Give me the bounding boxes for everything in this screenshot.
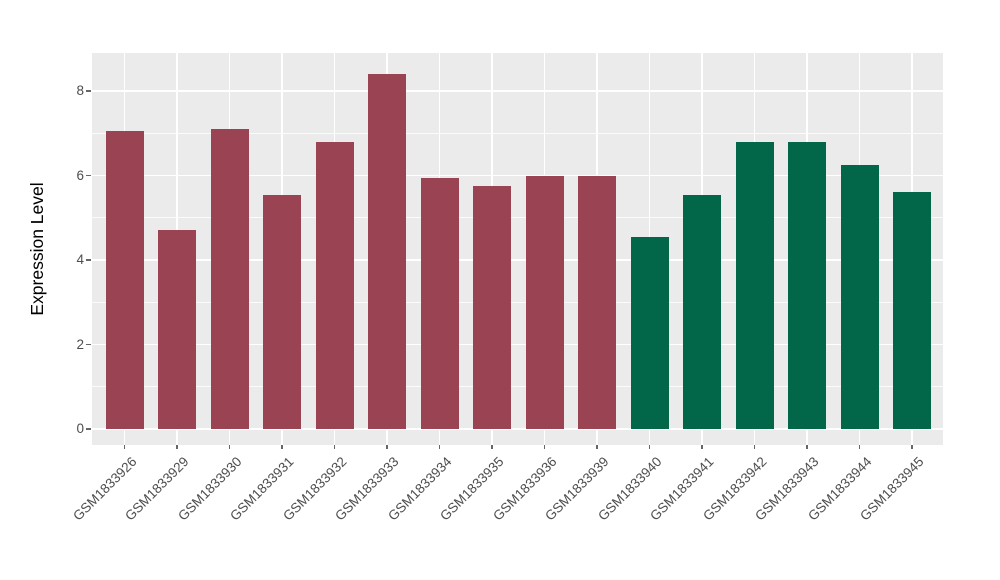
x-tick-mark [386, 445, 388, 449]
bar-GSM1833932 [315, 141, 354, 429]
y-tick-label: 4 [76, 252, 84, 267]
bar-GSM1833935 [473, 186, 511, 429]
bar-GSM1833929 [158, 230, 196, 429]
y-axis-title: Expression Level [27, 182, 47, 316]
bar-GSM1833945 [893, 192, 931, 429]
x-tick-mark [911, 445, 913, 449]
x-tick-mark [543, 445, 546, 449]
bar-GSM1833942 [735, 141, 774, 429]
y-tick-label: 8 [76, 83, 84, 98]
major-gridline [92, 259, 943, 261]
bar-GSM1833936 [525, 175, 564, 429]
major-gridline [92, 90, 943, 92]
x-tick-mark [176, 445, 178, 449]
bar-GSM1833940 [630, 236, 669, 429]
minor-gridline [92, 301, 943, 303]
bar-GSM1833944 [840, 164, 879, 429]
x-tick-mark [228, 445, 231, 449]
x-tick-mark [491, 445, 493, 449]
y-tick-mark [86, 90, 91, 92]
x-tick-mark [648, 445, 651, 449]
bar-GSM1833926 [105, 131, 144, 429]
bar-GSM1833943 [788, 141, 826, 429]
x-tick-mark [858, 445, 861, 449]
y-tick-mark [86, 174, 91, 177]
minor-gridline [92, 217, 943, 219]
bar-GSM1833934 [420, 177, 459, 429]
y-tick-mark [86, 343, 91, 346]
x-tick-mark [123, 445, 126, 449]
bar-GSM1833930 [210, 129, 249, 429]
minor-gridline [92, 132, 943, 134]
bar-GSM1833939 [578, 175, 616, 429]
x-tick-mark [753, 445, 756, 449]
y-tick-label: 6 [76, 167, 84, 183]
major-gridline [92, 174, 943, 177]
x-tick-mark [438, 445, 441, 449]
x-tick-mark [596, 445, 598, 449]
bar-GSM1833933 [368, 74, 406, 429]
x-tick-mark [281, 445, 283, 449]
y-tick-label: 2 [76, 336, 84, 352]
y-tick-mark [86, 428, 91, 430]
major-gridline [92, 343, 943, 346]
bar-GSM1833941 [683, 194, 721, 429]
y-tick-label: 0 [76, 421, 84, 436]
minor-gridline [92, 386, 943, 388]
major-gridline [92, 428, 943, 430]
x-tick-mark [701, 445, 703, 449]
x-tick-mark [806, 445, 808, 449]
x-tick-mark [333, 445, 336, 449]
y-tick-mark [86, 259, 91, 261]
bar-GSM1833931 [263, 194, 301, 429]
